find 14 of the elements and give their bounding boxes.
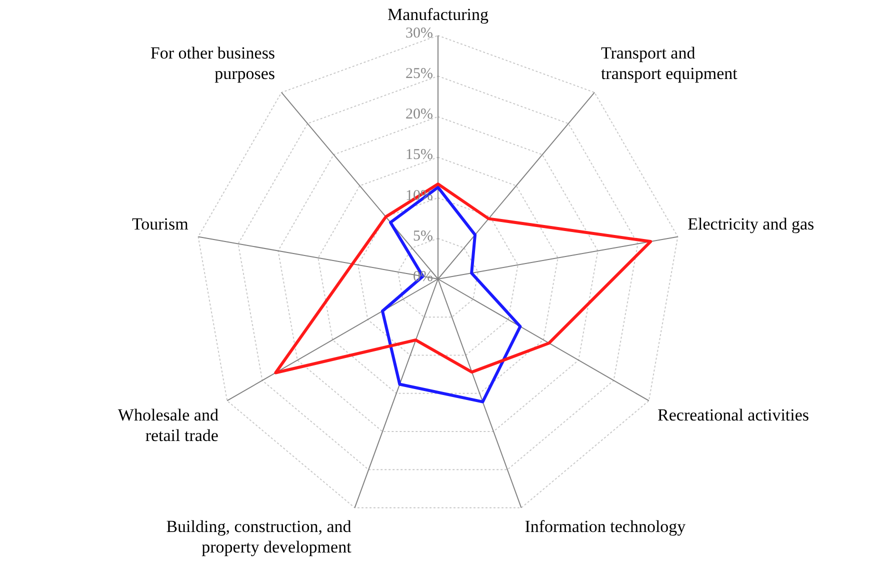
- spoke-label: Manufacturing: [387, 4, 490, 24]
- y-tick-label: 15%: [406, 147, 433, 164]
- y-tick-label: 30%: [406, 25, 433, 42]
- spoke-label: For other business purposes: [150, 44, 276, 84]
- spoke-label: Tourism: [132, 214, 188, 234]
- y-tick-label: 25%: [406, 66, 433, 82]
- y-tick-label: 20%: [406, 106, 433, 123]
- spoke-label: Information technology: [524, 516, 686, 536]
- spoke-label: Wholesale and retail trade: [118, 405, 219, 445]
- spoke-label: Building, construction, and property development: [166, 516, 352, 556]
- spoke-label: Recreational activities: [658, 405, 810, 424]
- spoke-label: Electricity and gas: [688, 214, 814, 234]
- y-tick-label: 5%: [413, 228, 433, 244]
- spoke-label: Transport and transport equipment: [600, 44, 738, 84]
